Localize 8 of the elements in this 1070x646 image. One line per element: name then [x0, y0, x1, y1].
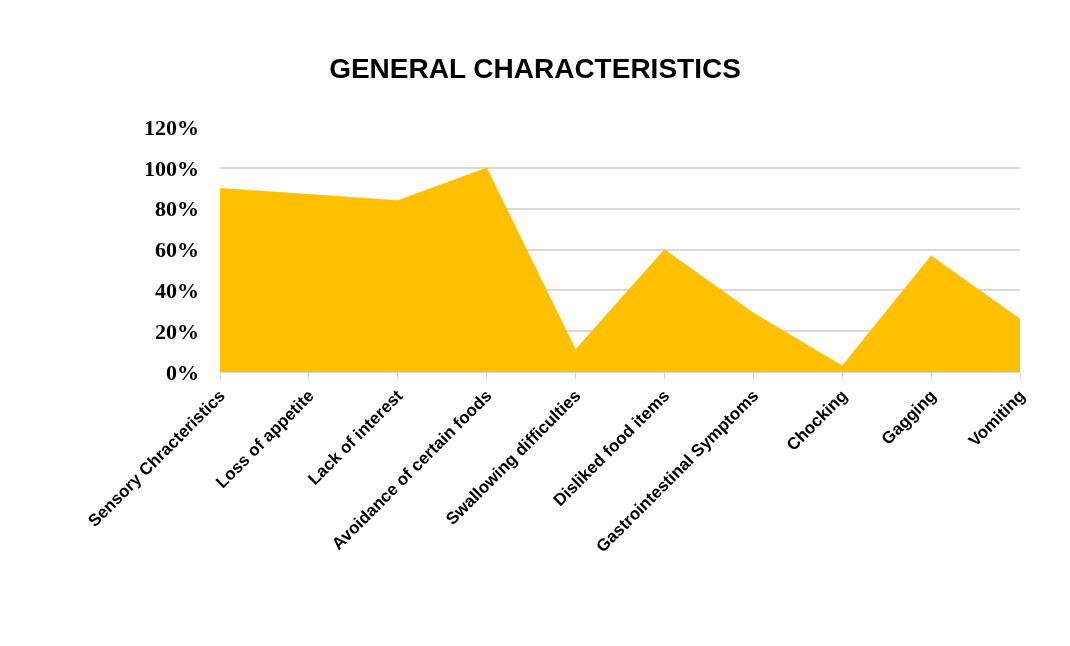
y-tick-label: 60%	[155, 237, 199, 263]
y-tick-label: 100%	[144, 155, 199, 181]
y-tick-label: 20%	[155, 318, 199, 344]
y-tick-label: 120%	[144, 114, 199, 140]
y-tick-label: 0%	[166, 359, 199, 385]
y-tick-label: 40%	[155, 278, 199, 304]
y-tick-label: 80%	[155, 196, 199, 222]
chart-title: GENERAL CHARACTERISTICS	[329, 52, 741, 84]
